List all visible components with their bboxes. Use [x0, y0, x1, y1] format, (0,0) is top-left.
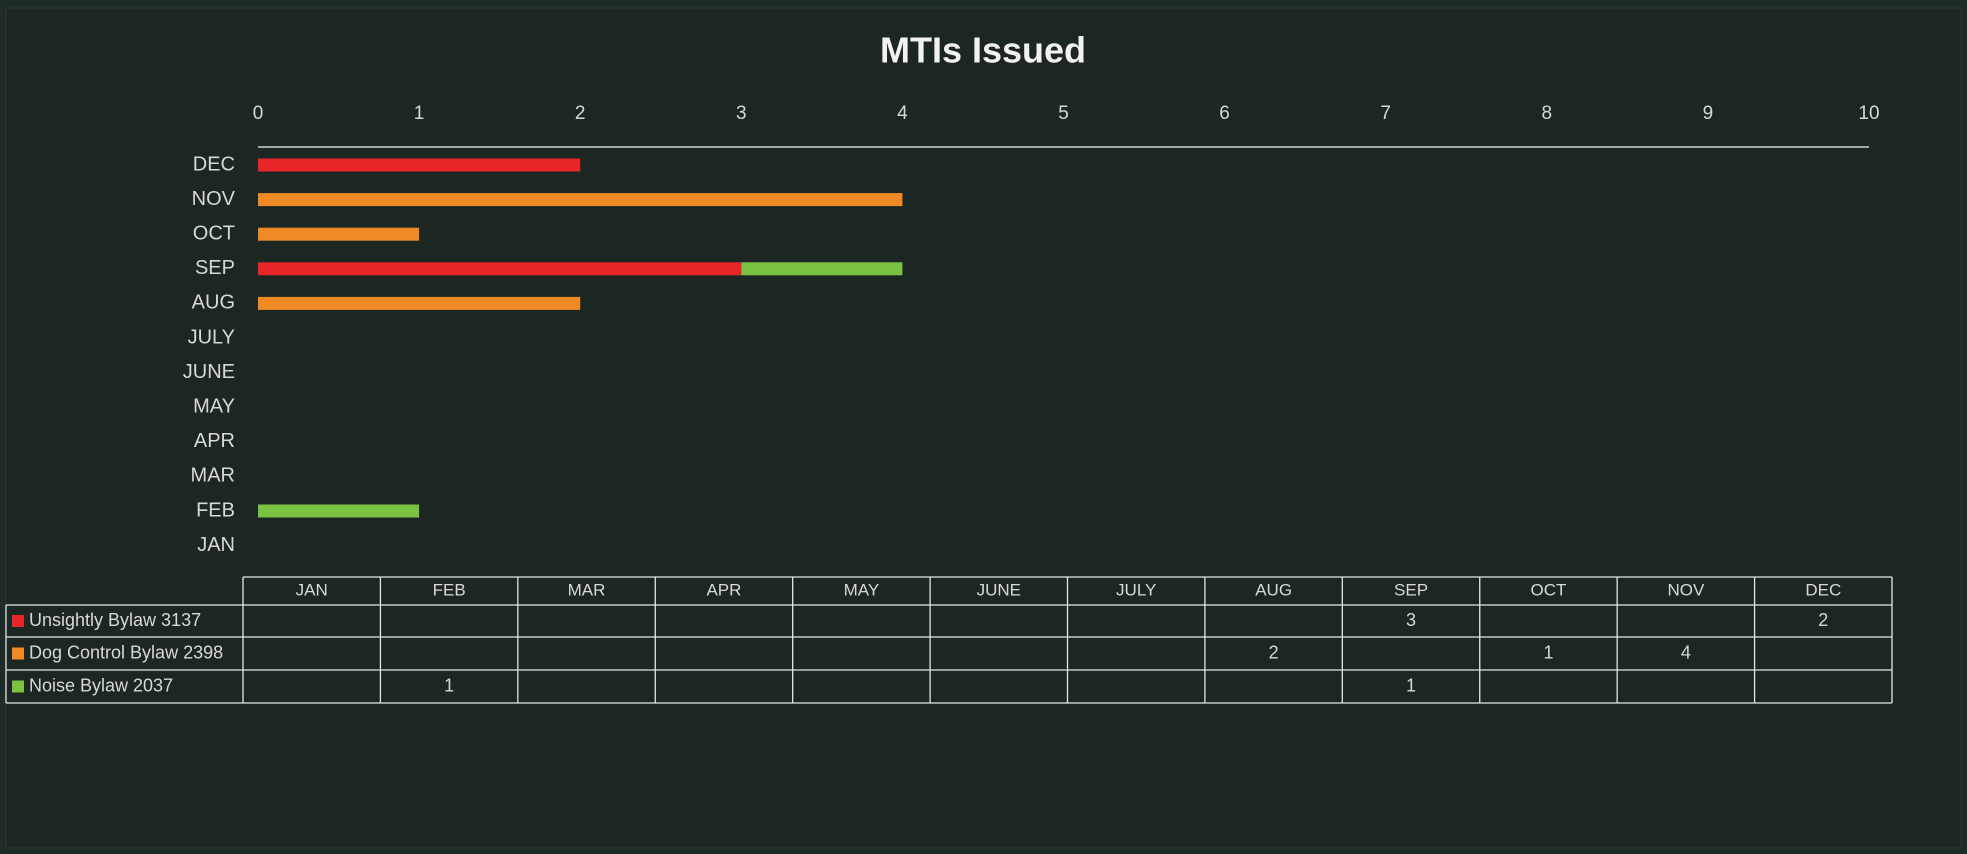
table-value: 1 [1543, 642, 1553, 662]
table-header: FEB [433, 580, 466, 599]
y-tick-label: MAR [191, 465, 235, 487]
x-tick-label: 0 [253, 103, 264, 124]
table-header: JULY [1116, 580, 1156, 599]
legend-label: Unsightly Bylaw 3137 [29, 610, 201, 630]
legend-swatch [12, 680, 24, 693]
y-tick-label: DEC [193, 153, 235, 175]
table-header: NOV [1667, 580, 1705, 599]
x-tick-label: 7 [1380, 103, 1391, 124]
bar [258, 193, 903, 207]
table-value: 3 [1406, 610, 1416, 630]
x-tick-label: 8 [1542, 103, 1553, 124]
bar [258, 296, 581, 310]
legend-swatch [12, 615, 24, 627]
table-header: JUNE [977, 580, 1021, 599]
table-header: JAN [296, 580, 328, 599]
table-header: MAY [844, 580, 880, 599]
y-tick-label: AUG [192, 292, 235, 314]
table-header: MAR [568, 580, 606, 599]
table-header: OCT [1531, 580, 1567, 599]
x-tick-label: 2 [575, 103, 586, 124]
chart-title: MTIs Issued [880, 30, 1086, 71]
y-tick-label: JUNE [183, 361, 235, 383]
table-value: 1 [444, 675, 454, 695]
y-tick-label: JULY [188, 326, 235, 348]
table-header: AUG [1255, 580, 1292, 599]
x-tick-label: 1 [414, 103, 425, 124]
x-tick-label: 4 [897, 103, 908, 124]
table-header: APR [706, 580, 741, 599]
y-tick-label: JAN [197, 534, 235, 556]
legend-label: Noise Bylaw 2037 [29, 675, 173, 695]
legend-label: Dog Control Bylaw 2398 [29, 642, 223, 662]
chart-area [5, 7, 1962, 849]
bar [741, 262, 903, 276]
y-tick-label: APR [194, 430, 235, 452]
y-tick-label: NOV [192, 188, 236, 210]
table-header: DEC [1805, 580, 1841, 599]
table-value: 2 [1818, 610, 1828, 630]
table-header: SEP [1394, 580, 1428, 599]
x-tick-label: 5 [1058, 103, 1069, 124]
bar [258, 262, 742, 276]
table-value: 1 [1406, 675, 1416, 695]
bar [258, 504, 420, 518]
y-tick-label: FEB [196, 499, 235, 521]
bar [258, 158, 581, 172]
bar [258, 227, 420, 241]
x-tick-label: 6 [1219, 103, 1230, 124]
table-value: 4 [1681, 642, 1691, 662]
x-tick-label: 3 [736, 103, 747, 124]
x-tick-label: 9 [1703, 103, 1714, 124]
table-value: 2 [1269, 642, 1279, 662]
legend-swatch [12, 647, 24, 660]
y-tick-label: MAY [193, 395, 235, 417]
x-tick-label: 10 [1858, 103, 1879, 124]
y-tick-label: OCT [193, 222, 235, 244]
y-tick-label: SEP [195, 257, 235, 279]
